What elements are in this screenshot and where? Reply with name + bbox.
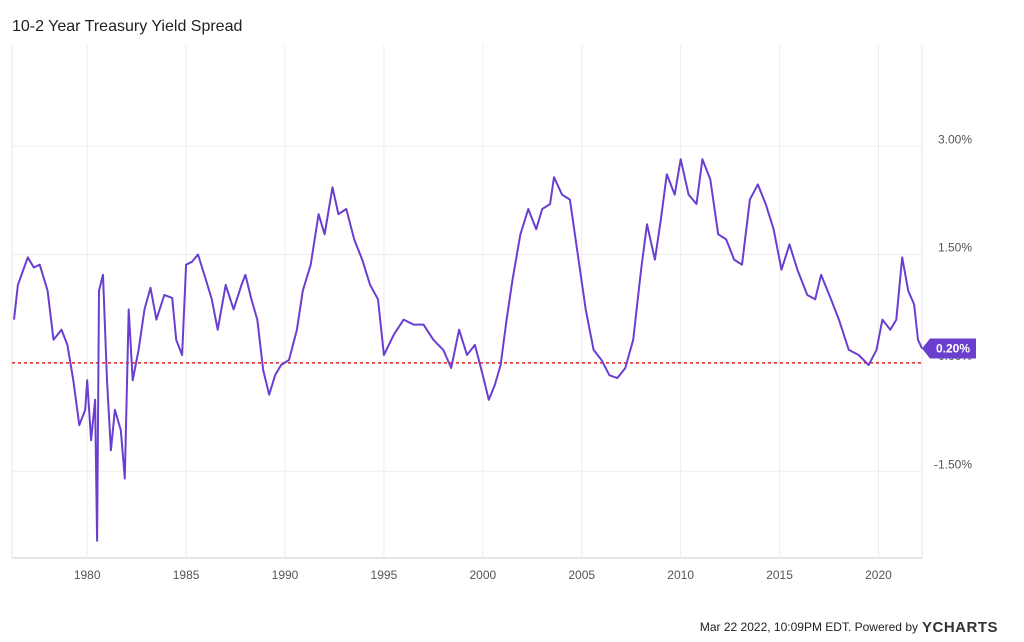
- x-tick-label: 1980: [74, 568, 101, 582]
- footer: Mar 22 2022, 10:09PM EDT. Powered by: [700, 620, 918, 634]
- x-tick-label: 2015: [766, 568, 793, 582]
- chart-title: 10-2 Year Treasury Yield Spread: [12, 18, 242, 35]
- x-tick-label: 2000: [469, 568, 496, 582]
- x-tick-label: 2020: [865, 568, 892, 582]
- x-tick-label: 1985: [173, 568, 200, 582]
- y-tick-label: 3.00%: [938, 132, 972, 146]
- last-value-badge: [922, 338, 976, 359]
- x-tick-label: 2010: [667, 568, 694, 582]
- last-value-label: 0.20%: [936, 342, 970, 356]
- brand: YCHARTS: [922, 619, 998, 636]
- y-tick-label: -1.50%: [934, 457, 972, 471]
- x-tick-label: 1990: [272, 568, 299, 582]
- x-tick-label: 1995: [371, 568, 398, 582]
- y-tick-label: 1.50%: [938, 241, 972, 255]
- x-tick-label: 2005: [568, 568, 595, 582]
- line: [13, 158, 923, 542]
